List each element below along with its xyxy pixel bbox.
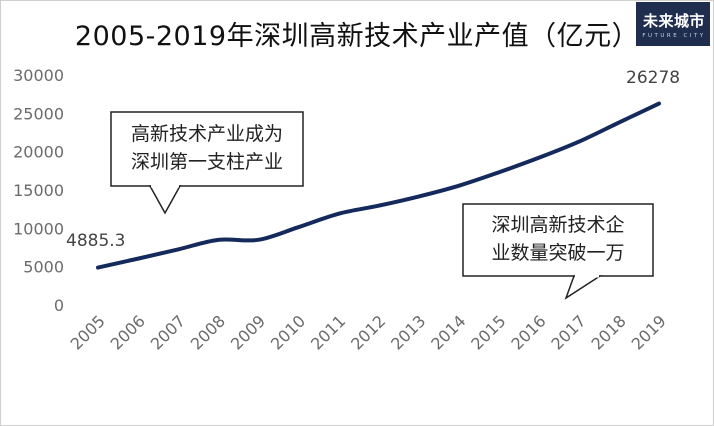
x-tick-label: 2019 [628,311,670,353]
callout-tail [148,185,182,215]
data-label-last: 26278 [626,68,680,88]
x-tick-label: 2008 [187,311,229,353]
callout-text: 业数量突破一万 [491,242,624,264]
callout-tail [564,275,603,300]
x-tick-label: 2009 [227,311,269,353]
callout-text: 深圳高新技术企 [491,214,624,236]
callout-box [462,203,654,277]
x-tick-label: 2013 [387,311,429,353]
x-tick-label: 2010 [267,311,309,353]
y-tick-label: 30000 [13,66,64,85]
logo-subtext: FUTURE CITY [642,33,706,39]
data-labels: 4885.3 26278 [66,68,680,251]
x-tick-label: 2005 [67,311,109,353]
x-tick-label: 2011 [307,311,349,353]
y-tick-label: 10000 [13,219,64,238]
series-path [96,101,661,270]
chart-title: 2005-2019年深圳高新技术产业产值（亿元） [74,21,640,52]
x-tick-label: 2015 [467,311,509,353]
x-tick-label: 2007 [147,311,189,353]
y-tick-label: 5000 [23,258,64,277]
y-tick-label: 25000 [13,104,64,123]
logo-text: 未来城市 [642,12,705,30]
callout-text: 深圳第一支柱产业 [131,151,283,173]
x-tick-label: 2006 [107,311,149,353]
callout-text: 高新技术产业成为 [131,123,283,145]
x-tick-label: 2018 [588,311,630,353]
x-axis: 2005200620072008200920102011201220132014… [67,311,670,353]
y-axis: 0 5000 10000 15000 20000 25000 30000 [13,66,64,315]
x-tick-label: 2012 [347,311,389,353]
x-tick-label: 2016 [507,311,549,353]
x-tick-label: 2017 [547,311,589,353]
y-tick-label: 20000 [13,143,64,162]
x-tick-label: 2014 [427,311,469,353]
callout-box [110,111,304,187]
future-city-logo: 未来城市 FUTURE CITY [636,2,710,46]
y-tick-label: 0 [54,296,64,315]
series-line [96,101,661,270]
data-label-first: 4885.3 [66,231,125,251]
y-tick-label: 15000 [13,181,64,200]
